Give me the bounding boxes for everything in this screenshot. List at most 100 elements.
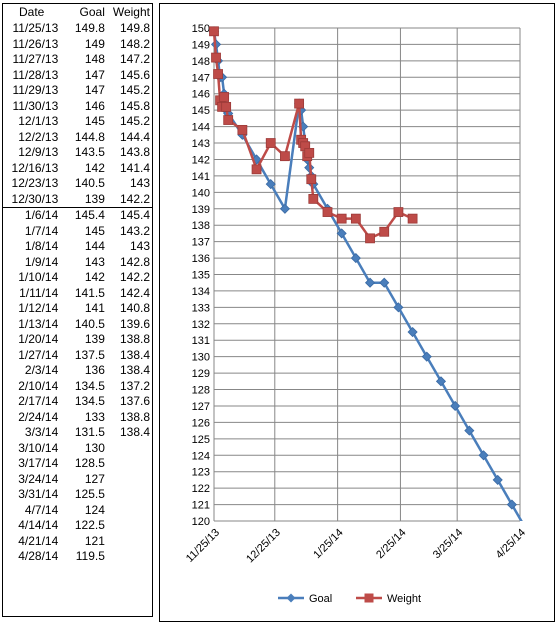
cell-date: 2/3/14 <box>24 363 59 378</box>
legend-marker-goal <box>286 593 296 603</box>
cell-goal: 147 <box>84 67 105 82</box>
data-point-weight <box>350 213 361 224</box>
table-row: 4/14/14 122.5 <box>3 518 152 534</box>
cell-weight: 145.8 <box>119 98 150 113</box>
data-point-goal <box>506 499 517 510</box>
y-tick-label: 150 <box>192 23 210 35</box>
cell-weight <box>107 534 152 550</box>
y-tick-label: 135 <box>192 270 210 282</box>
cell-weight: 148.2 <box>119 36 150 51</box>
cell-goal: 134.5 <box>74 394 105 409</box>
y-tick-label: 124 <box>192 450 210 462</box>
data-point-weight <box>251 164 262 175</box>
cell-weight: 143.8 <box>119 145 150 160</box>
cell-weight: 147.2 <box>119 52 150 67</box>
cell-goal: 128.5 <box>74 456 105 471</box>
cell-goal: 145 <box>84 114 105 129</box>
table-row: 2/10/14 134.5 137.2 <box>3 379 152 395</box>
data-point-weight <box>213 69 223 79</box>
data-point-goal <box>421 351 432 362</box>
cell-goal: 141 <box>84 301 105 316</box>
y-tick-label: 129 <box>192 368 210 380</box>
data-point-weight <box>280 151 290 162</box>
data-point-goal <box>478 450 489 461</box>
cell-date: 1/9/14 <box>24 254 59 269</box>
cell-date: 1/6/14 <box>3 207 65 224</box>
data-point-weight <box>407 213 418 224</box>
x-tick-label: 1/25/14 <box>311 527 345 561</box>
legend-label-weight: Weight <box>387 593 421 605</box>
cell-date: 3/10/14 <box>18 440 59 455</box>
data-point-weight <box>306 174 317 185</box>
cell-goal: 139 <box>84 191 105 206</box>
data-point-weight <box>219 92 230 102</box>
y-tick-label: 125 <box>192 434 210 446</box>
cell-weight: 145.2 <box>119 83 150 98</box>
table-row: 1/27/14 137.5 138.4 <box>3 348 152 364</box>
cell-goal: 122.5 <box>74 518 105 533</box>
data-point-weight <box>365 233 375 244</box>
y-tick-label: 144 <box>192 122 210 134</box>
data-point-weight <box>322 207 333 217</box>
cell-goal: 142 <box>84 270 105 285</box>
cell-weight: 138.8 <box>119 409 150 424</box>
header-goal: Goal <box>79 5 105 19</box>
y-tick-label: 122 <box>192 483 210 495</box>
series-line-weight <box>212 31 414 240</box>
table-row: 3/10/14 130 <box>3 441 152 457</box>
cell-date: 11/30/13 <box>12 98 59 113</box>
data-table-panel: Date Goal Weight 11/25/13 149.8 149.8 11/26… <box>2 3 153 617</box>
cell-goal: 145.4 <box>64 207 107 224</box>
y-tick-label: 131 <box>192 335 210 347</box>
table-row: 1/11/14 141.5 142.4 <box>3 286 152 302</box>
cell-goal: 146 <box>84 98 105 113</box>
table-row: 11/26/13 149 148.2 <box>3 37 152 53</box>
series-goal <box>208 26 523 521</box>
cell-date: 2/17/14 <box>18 394 59 409</box>
cell-goal: 149 <box>84 36 105 51</box>
cell-goal: 144 <box>84 239 105 254</box>
table-row: 12/23/13 140.5 143 <box>3 176 152 192</box>
cell-date: 3/3/14 <box>24 425 59 440</box>
y-tick-label: 127 <box>192 401 210 413</box>
cell-weight: 143 <box>129 239 150 254</box>
y-tick-label: 126 <box>192 417 210 429</box>
cell-date: 1/13/14 <box>18 316 59 331</box>
table-row: 11/28/13 147 145.6 <box>3 68 152 84</box>
cell-date: 2/24/14 <box>18 409 59 424</box>
data-point-goal <box>393 302 404 313</box>
cell-weight: 139.6 <box>119 316 150 331</box>
cell-weight: 137.6 <box>119 394 150 409</box>
data-point-weight <box>265 138 276 148</box>
cell-goal: 125.5 <box>74 487 105 502</box>
data-point-weight <box>223 115 234 125</box>
y-tick-label: 141 <box>192 171 210 183</box>
data-point-goal <box>350 253 361 264</box>
cell-weight: 143.2 <box>119 223 150 238</box>
cell-goal: 145 <box>84 223 105 238</box>
cell-date: 4/7/14 <box>24 502 59 517</box>
y-tick-label: 149 <box>192 39 210 51</box>
y-tick-label: 142 <box>192 154 210 166</box>
cell-goal: 149.8 <box>74 21 105 36</box>
cell-goal: 136 <box>84 363 105 378</box>
data-point-goal <box>450 400 461 412</box>
cell-weight: 145.4 <box>106 207 152 224</box>
data-point-goal <box>464 425 475 436</box>
y-tick-label: 133 <box>192 302 210 314</box>
cell-date: 2/10/14 <box>18 378 59 393</box>
cell-goal: 143.5 <box>74 145 105 160</box>
data-point-goal <box>364 277 376 288</box>
data-point-goal <box>492 474 503 485</box>
x-tick-label: 4/25/14 <box>494 527 528 561</box>
cell-date: 11/29/13 <box>12 83 59 98</box>
y-tick-label: 140 <box>192 187 210 199</box>
table-row: 2/17/14 134.5 137.6 <box>3 394 152 410</box>
table-row: 1/20/14 139 138.8 <box>3 332 152 348</box>
data-point-weight <box>393 207 404 217</box>
data-point-goal <box>407 326 418 338</box>
y-tick-label: 132 <box>192 319 210 331</box>
data-point-weight <box>237 124 248 135</box>
cell-goal: 140.5 <box>74 176 105 191</box>
cell-date: 11/27/13 <box>12 52 59 67</box>
